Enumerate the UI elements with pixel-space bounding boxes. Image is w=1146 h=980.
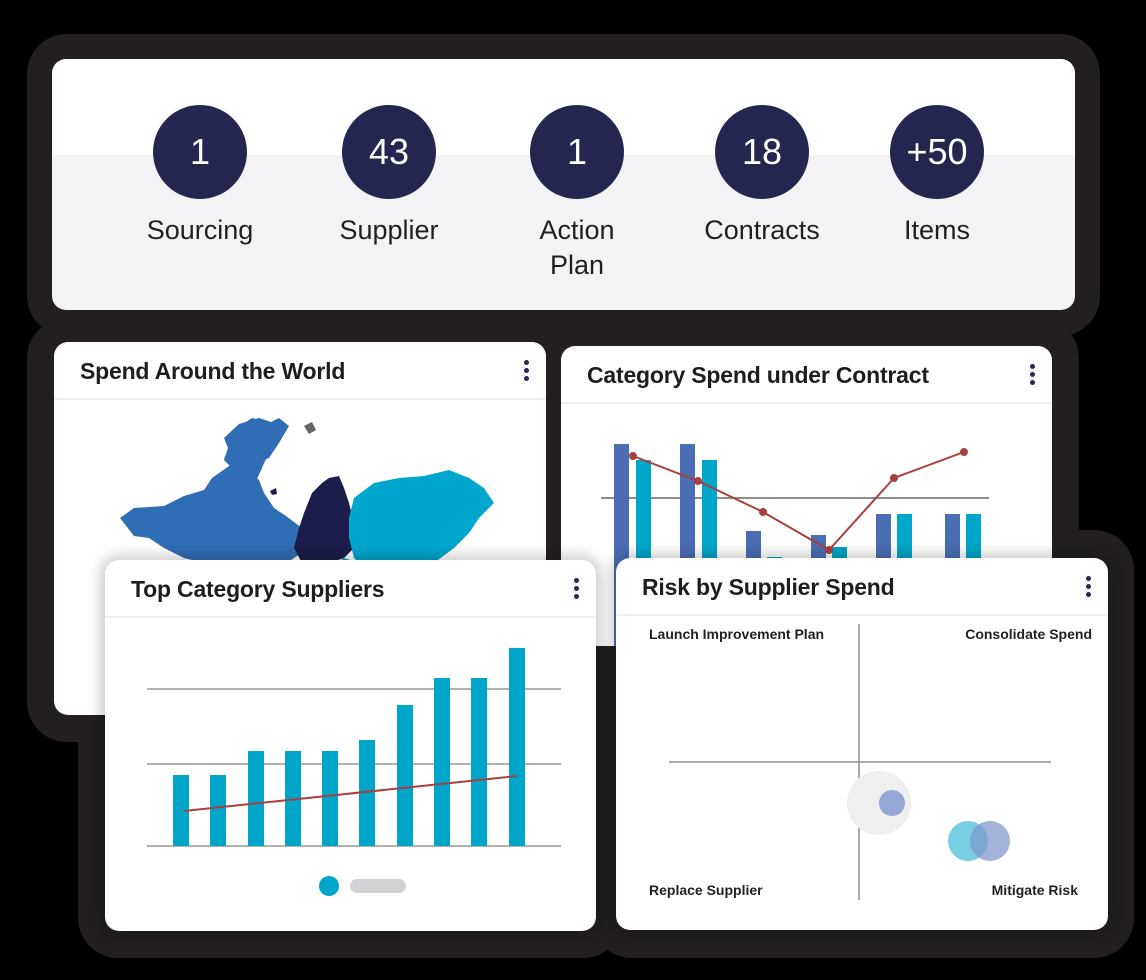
card-header: Spend Around the World — [54, 342, 546, 400]
stat-action-plan[interactable]: 1 Action Plan — [497, 105, 657, 283]
stat-label: Supplier — [339, 215, 439, 245]
stat-contracts[interactable]: 18 Contracts — [682, 105, 842, 248]
stat-sourcing[interactable]: 1 Sourcing — [120, 105, 280, 248]
quadrant-label-top-left: Launch Improvement Plan — [649, 626, 825, 642]
card-header: Category Spend under Contract — [561, 346, 1052, 404]
more-options-icon[interactable] — [1028, 364, 1036, 386]
card-title: Spend Around the World — [80, 358, 346, 384]
card-header: Top Category Suppliers — [105, 560, 596, 618]
stat-value: 1 — [153, 105, 247, 199]
top-category-suppliers-card: Top Category Suppliers — [105, 560, 596, 931]
stat-label: Contracts — [704, 215, 820, 245]
quadrant-label-bottom-left: Replace Supplier — [649, 882, 763, 898]
stat-label: Items — [903, 215, 970, 245]
card-title: Top Category Suppliers — [131, 576, 385, 602]
more-options-icon[interactable] — [522, 360, 530, 382]
top-suppliers-chart[interactable] — [105, 616, 596, 931]
stat-supplier[interactable]: 43 Supplier — [309, 105, 469, 248]
card-title: Category Spend under Contract — [587, 362, 929, 388]
quadrant-label-top-right: Consolidate Spend — [965, 626, 1092, 642]
stat-value: 43 — [342, 105, 436, 199]
more-options-icon[interactable] — [572, 578, 580, 600]
card-header: Risk by Supplier Spend — [616, 558, 1108, 616]
more-options-icon[interactable] — [1084, 576, 1092, 598]
stat-items[interactable]: +50 Items — [857, 105, 1017, 248]
card-title: Risk by Supplier Spend — [642, 574, 895, 600]
bars — [173, 648, 525, 846]
pagination-dot-active — [319, 876, 339, 896]
risk-supplier-spend-card: Risk by Supplier Spend Launch Improvemen… — [616, 558, 1108, 930]
stats-summary-card: 1 Sourcing 43 Supplier 1 Action Plan 18 … — [52, 59, 1075, 310]
stat-value: +50 — [890, 105, 984, 199]
stat-value: 1 — [530, 105, 624, 199]
stat-label: Sourcing — [146, 215, 254, 245]
stat-label: Action Plan — [539, 215, 615, 280]
stat-value: 18 — [715, 105, 809, 199]
pagination-dot-inactive — [350, 879, 406, 893]
quadrant-label-bottom-right: Mitigate Risk — [991, 882, 1078, 898]
risk-quadrant-chart[interactable] — [616, 614, 1108, 930]
